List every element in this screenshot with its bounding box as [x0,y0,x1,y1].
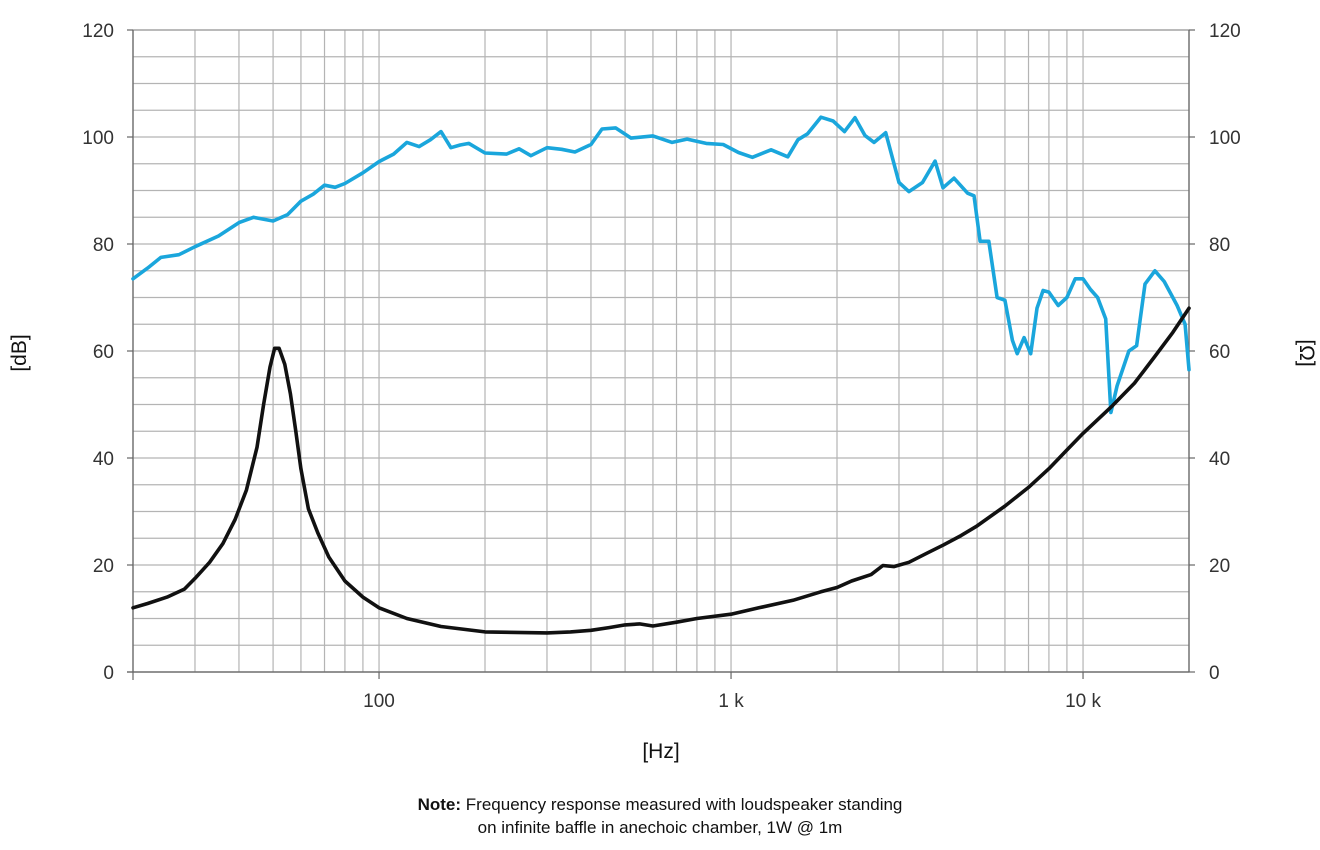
y-tick-label-left: 100 [82,128,114,149]
y-tick-label-right: 100 [1209,128,1241,149]
x-tick-label: 1 k [718,691,744,712]
y-axis-title-left: [dB] [8,334,31,371]
y-tick-label-left: 0 [103,663,114,684]
y-axis-title-right: [Ω] [1295,339,1318,366]
spl-series-line [131,115,1191,415]
note-line-1: Frequency response measured with loudspe… [465,795,903,814]
x-axis-title: [Hz] [642,740,679,763]
note-line-2: on infinite baffle in anechoic chamber, … [477,818,843,837]
y-tick-label-right: 20 [1209,556,1230,577]
y-tick-label-left: 80 [93,235,114,256]
y-tick-label-right: 80 [1209,235,1230,256]
impedance-series-line [131,306,1191,635]
x-tick-label: 100 [363,691,395,712]
y-tick-label-right: 60 [1209,342,1230,363]
y-tick-label-left: 40 [93,449,114,470]
y-tick-label-right: 120 [1209,21,1241,42]
note-label: Note: [417,795,462,814]
y-tick-label-right: 40 [1209,449,1230,470]
frequency-response-chart: 0 20 40 60 80 100 120 0 20 40 60 80 100 120 100 1 k 10 k… [8,21,1318,763]
y-tick-label-left: 120 [82,21,114,42]
y-tick-label-right: 0 [1209,663,1220,684]
y-tick-label-left: 20 [93,556,114,577]
y-tick-label-left: 60 [93,342,114,363]
chart-note: Note: Frequency response measured with l… [0,793,1320,839]
x-tick-label: 10 k [1065,691,1101,712]
